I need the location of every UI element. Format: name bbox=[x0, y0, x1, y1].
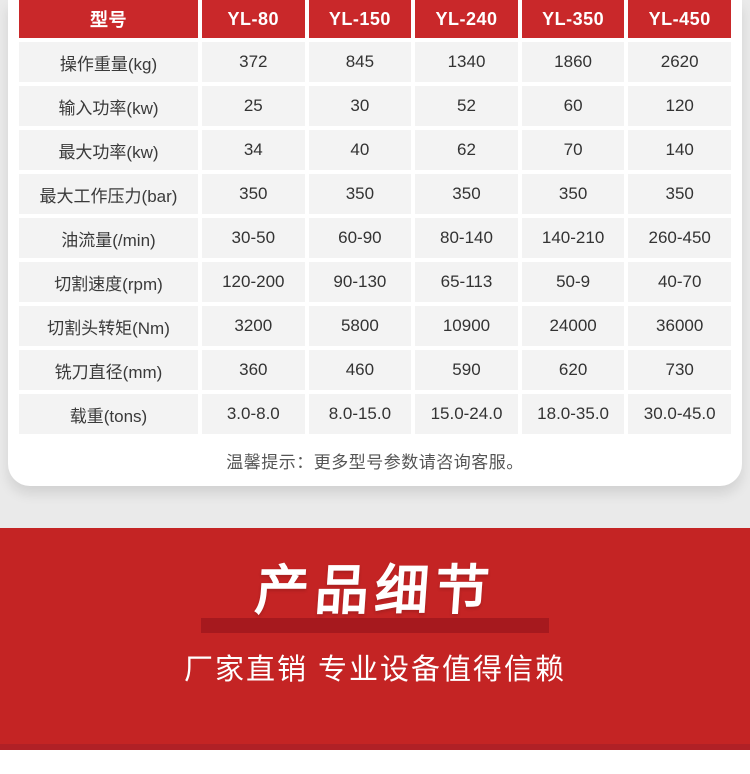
spec-cell: 25 bbox=[202, 86, 305, 126]
spec-cell: 62 bbox=[415, 130, 518, 170]
spec-cell: 260-450 bbox=[628, 218, 731, 258]
spec-cell: 460 bbox=[308, 350, 412, 390]
spec-cell: 372 bbox=[202, 42, 305, 82]
row-label: 操作重量(kg) bbox=[19, 42, 198, 82]
row-label: 最大功率(kw) bbox=[19, 130, 198, 170]
table-footnote: 温馨提示：更多型号参数请咨询客服。 bbox=[226, 452, 524, 472]
spec-cell: 1860 bbox=[521, 42, 625, 82]
spec-cell: 36000 bbox=[628, 306, 731, 346]
row-label: 输入功率(kw) bbox=[19, 86, 198, 126]
spec-cell: 30-50 bbox=[202, 218, 305, 258]
row-label: 油流量(/min) bbox=[19, 218, 198, 258]
banner-subtitle: 厂家直销 专业设备值得信赖 bbox=[183, 653, 567, 686]
spec-cell: 50-9 bbox=[521, 262, 625, 302]
spec-cell: 2620 bbox=[628, 42, 731, 82]
spec-cell: 350 bbox=[415, 174, 518, 214]
row-label: 切割头转矩(Nm) bbox=[19, 306, 198, 346]
spec-cell: 730 bbox=[628, 350, 731, 390]
spec-cell: 350 bbox=[521, 174, 625, 214]
header-model-YL-150: YL-150 bbox=[308, 0, 412, 38]
spec-cell: 1340 bbox=[415, 42, 518, 82]
spec-card: 型号 YL-80 YL-150 YL-240 YL-350 YL-450 操作重量(kg) 3… bbox=[8, 0, 742, 486]
spec-cell: 140 bbox=[628, 130, 731, 170]
spec-cell: 70 bbox=[521, 130, 625, 170]
spec-cell: 845 bbox=[308, 42, 412, 82]
title-underline-bar bbox=[201, 617, 549, 633]
spec-cell: 350 bbox=[308, 174, 412, 214]
spec-cell: 80-140 bbox=[415, 218, 518, 258]
header-model-YL-350: YL-350 bbox=[521, 0, 625, 38]
spec-cell: 40 bbox=[308, 130, 412, 170]
header-model-YL-240: YL-240 bbox=[415, 0, 518, 38]
spec-cell: 5800 bbox=[308, 306, 412, 346]
spec-cell: 3200 bbox=[202, 306, 305, 346]
spec-cell: 360 bbox=[202, 350, 305, 390]
spec-cell: 60 bbox=[521, 86, 625, 126]
spec-cell: 52 bbox=[415, 86, 518, 126]
spec-cell: 350 bbox=[202, 174, 305, 214]
spec-table: 型号 YL-80 YL-150 YL-240 YL-350 YL-450 操作重量(kg) 3… bbox=[19, 0, 731, 434]
header-model-YL-80: YL-80 bbox=[202, 0, 305, 38]
row-label: 铣刀直径(mm) bbox=[19, 350, 198, 390]
spec-cell: 590 bbox=[415, 350, 518, 390]
spec-cell: 8.0-15.0 bbox=[308, 394, 412, 434]
spec-cell: 90-130 bbox=[308, 262, 412, 302]
table-background-zone: 型号 YL-80 YL-150 YL-240 YL-350 YL-450 操作重量(kg) 3… bbox=[0, 0, 750, 528]
spec-cell: 24000 bbox=[521, 306, 625, 346]
spec-cell: 140-210 bbox=[521, 218, 625, 258]
row-label: 载重(tons) bbox=[19, 394, 198, 434]
spec-cell: 15.0-24.0 bbox=[415, 394, 518, 434]
banner-title: 产品细节 bbox=[252, 561, 498, 621]
banner-title-wrap: 产品细节 bbox=[201, 558, 549, 633]
spec-cell: 120 bbox=[628, 86, 731, 126]
spec-cell: 34 bbox=[202, 130, 305, 170]
header-model-label: 型号 bbox=[19, 0, 198, 38]
row-label: 最大工作压力(bar) bbox=[19, 174, 198, 214]
header-model-YL-450: YL-450 bbox=[628, 0, 731, 38]
row-label: 切割速度(rpm) bbox=[19, 262, 198, 302]
spec-cell: 40-70 bbox=[628, 262, 731, 302]
spec-cell: 60-90 bbox=[308, 218, 412, 258]
spec-cell: 10900 bbox=[415, 306, 518, 346]
spec-cell: 120-200 bbox=[202, 262, 305, 302]
spec-cell: 620 bbox=[521, 350, 625, 390]
bottom-spacer bbox=[0, 750, 750, 774]
spec-cell: 350 bbox=[628, 174, 731, 214]
spec-cell: 3.0-8.0 bbox=[202, 394, 305, 434]
product-detail-banner: 产品细节 厂家直销 专业设备值得信赖 bbox=[0, 528, 750, 750]
spec-cell: 30 bbox=[308, 86, 412, 126]
spec-cell: 30.0-45.0 bbox=[628, 394, 731, 434]
spec-cell: 18.0-35.0 bbox=[521, 394, 625, 434]
spec-cell: 65-113 bbox=[415, 262, 518, 302]
